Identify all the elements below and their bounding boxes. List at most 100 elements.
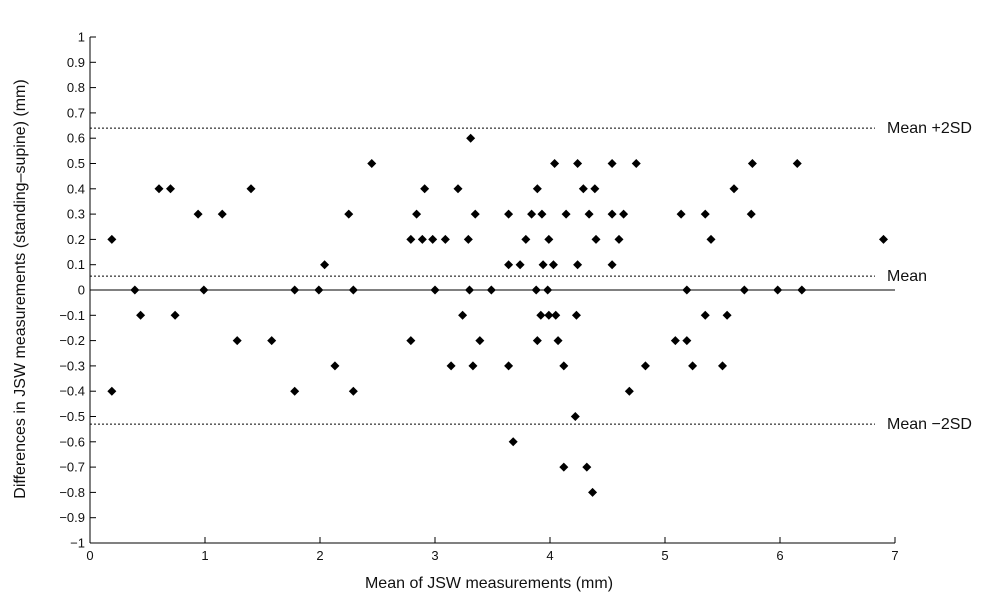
data-point: [232, 336, 242, 346]
data-point: [446, 361, 456, 371]
data-point: [553, 336, 563, 346]
data-point: [166, 184, 175, 194]
x-tick-label: 5: [661, 548, 668, 563]
axes: −1 −0.9 −0.8 −0.7 −0.6 −0.5 −0.4 −0.3 −0.2 −0.1 0 0…: [59, 30, 898, 564]
data-point: [417, 234, 427, 244]
y-tick-label: 0.5: [67, 156, 85, 171]
x-tick-label: 2: [316, 548, 323, 563]
data-point: [591, 234, 601, 244]
y-tick-label: −0.6: [59, 434, 85, 449]
data-point: [537, 209, 547, 219]
data-point: [559, 361, 569, 371]
data-point: [440, 234, 450, 244]
data-point: [550, 159, 560, 168]
data-point: [504, 260, 514, 270]
data-point: [718, 361, 727, 371]
data-point: [136, 310, 146, 320]
x-tick-label: 4: [546, 548, 553, 563]
data-point: [470, 209, 480, 219]
x-tick-label: 7: [891, 548, 898, 563]
y-tick-label: −0.1: [59, 308, 85, 323]
x-tick-label: 6: [776, 548, 783, 563]
data-point: [466, 133, 476, 143]
data-point: [548, 260, 558, 270]
data-point: [246, 184, 256, 194]
data-point: [797, 285, 807, 295]
data-point: [504, 209, 514, 219]
data-point: [607, 209, 617, 219]
data-point: [465, 285, 474, 295]
data-point: [290, 285, 300, 295]
y-tick-label: 0.4: [67, 181, 85, 196]
data-point: [670, 336, 680, 346]
data-point: [428, 234, 438, 244]
data-point: [624, 386, 634, 396]
data-points: [107, 133, 888, 497]
x-tick-label: 3: [431, 548, 438, 563]
data-point: [559, 462, 569, 472]
data-point: [536, 310, 546, 320]
x-axis-title: Mean of JSW measurements (mm): [365, 575, 613, 592]
data-point: [367, 159, 377, 168]
x-tick-label: 1: [201, 548, 208, 563]
x-tick-label: 0: [86, 548, 93, 563]
data-point: [700, 310, 710, 320]
data-point: [607, 159, 617, 168]
y-tick-label: −0.8: [59, 485, 85, 500]
data-point: [290, 386, 300, 396]
data-point: [588, 487, 598, 497]
y-tick-label: −0.4: [59, 384, 85, 399]
y-tick-label: −0.3: [59, 358, 85, 373]
data-point: [607, 260, 617, 270]
data-point: [453, 184, 463, 194]
data-point: [475, 336, 485, 346]
data-point: [631, 159, 641, 168]
data-point: [538, 260, 548, 270]
y-tick-label: 0.1: [67, 257, 85, 272]
data-point: [458, 310, 468, 320]
data-point: [614, 234, 624, 244]
data-point: [571, 310, 581, 320]
data-point: [739, 285, 749, 295]
y-tick-label: 0: [78, 283, 85, 298]
data-point: [722, 310, 732, 320]
reference-line-label: Mean −2SD: [887, 416, 972, 433]
data-point: [348, 285, 358, 295]
data-point: [508, 437, 518, 447]
data-point: [504, 361, 514, 371]
data-point: [584, 209, 594, 219]
y-tick-label: 1: [78, 30, 85, 45]
data-point: [792, 159, 802, 168]
data-point: [468, 361, 478, 371]
data-point: [729, 184, 739, 194]
data-point: [486, 285, 496, 295]
data-point: [348, 386, 358, 396]
data-point: [747, 159, 757, 168]
data-point: [430, 285, 440, 295]
data-point: [199, 285, 209, 295]
data-point: [573, 260, 583, 270]
data-point: [544, 234, 554, 244]
data-point: [706, 234, 716, 244]
data-point: [532, 336, 542, 346]
data-point: [561, 209, 571, 219]
data-point: [543, 285, 553, 295]
data-point: [320, 260, 330, 270]
y-tick-label: −1: [70, 536, 85, 551]
y-tick-label: 0.8: [67, 80, 85, 95]
data-point: [688, 361, 698, 371]
data-point: [521, 234, 531, 244]
y-axis-title: Differences in JSW measurements (standin…: [12, 79, 29, 498]
reference-line-label: Mean: [887, 268, 927, 285]
data-point: [532, 184, 542, 194]
reference-lines: Mean +2SD Mean Mean −2SD: [90, 120, 972, 433]
data-point: [330, 361, 340, 371]
data-point: [527, 209, 537, 219]
data-point: [267, 336, 277, 346]
data-point: [107, 386, 117, 396]
y-tick-label: 0.6: [67, 131, 85, 146]
data-point: [682, 336, 692, 346]
y-tick-label: −0.7: [59, 460, 85, 475]
data-point: [154, 184, 164, 194]
